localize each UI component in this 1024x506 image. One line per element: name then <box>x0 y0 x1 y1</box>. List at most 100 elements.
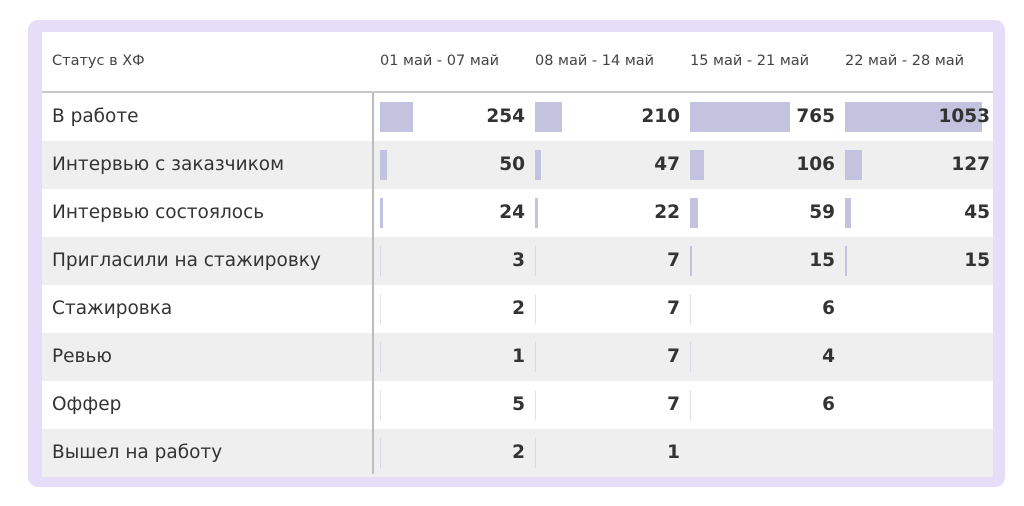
cell-value: 7 <box>667 250 680 271</box>
row-label: Стажировка <box>52 298 173 319</box>
table-row: Интервью с заказчиком 50 47 106 127 <box>42 141 993 189</box>
data-bar <box>535 342 536 372</box>
data-bar <box>380 198 384 228</box>
value-cell: 765 <box>690 93 835 141</box>
value-cell: 24 <box>380 189 525 237</box>
data-bar <box>845 102 982 132</box>
row-label: Оффер <box>52 394 122 415</box>
data-bar <box>535 294 536 324</box>
header-status-label: Статус в ХФ <box>52 53 145 69</box>
cell-value: 5 <box>512 394 525 415</box>
value-cell: 1 <box>535 429 680 477</box>
data-bar <box>535 198 538 228</box>
data-bar <box>690 342 691 372</box>
cell-value: 45 <box>964 202 990 223</box>
table-row: Вышел на работу 2 1 <box>42 429 993 477</box>
value-cell: 45 <box>845 189 990 237</box>
data-bar <box>845 198 851 228</box>
row-label: В работе <box>52 106 139 127</box>
value-cell: 7 <box>535 285 680 333</box>
row-label: Пригласили на стажировку <box>52 250 321 271</box>
data-bar <box>380 294 381 324</box>
data-bar <box>690 102 790 132</box>
value-cell: 59 <box>690 189 835 237</box>
data-bar <box>690 294 691 324</box>
cell-value: 24 <box>499 202 525 223</box>
value-cell: 15 <box>845 237 990 285</box>
cell-value: 1053 <box>938 106 991 127</box>
table-row: Интервью состоялось 24 22 59 45 <box>42 189 993 237</box>
cell-value: 254 <box>486 106 525 127</box>
data-bar <box>535 150 542 180</box>
column-header: 15 май - 21 май <box>690 53 810 69</box>
cell-value: 15 <box>809 250 835 271</box>
column-header: 08 май - 14 май <box>535 53 655 69</box>
data-bar <box>380 102 414 132</box>
table-row: Оффер 5 7 6 <box>42 381 993 429</box>
column-divider <box>372 93 374 474</box>
cell-value: 50 <box>499 154 525 175</box>
cell-value: 22 <box>654 202 680 223</box>
data-bar <box>380 342 381 372</box>
value-cell: 2 <box>380 429 525 477</box>
cell-value: 765 <box>796 106 835 127</box>
data-bar <box>690 390 691 420</box>
cell-value: 1 <box>667 442 680 463</box>
value-cell: 127 <box>845 141 990 189</box>
value-cell: 22 <box>535 189 680 237</box>
value-cell: 3 <box>380 237 525 285</box>
cell-value: 1 <box>512 346 525 367</box>
data-bar <box>380 390 381 420</box>
value-cell: 2 <box>380 285 525 333</box>
data-bar <box>535 390 536 420</box>
value-cell: 15 <box>690 237 835 285</box>
table-row: Стажировка 2 7 6 <box>42 285 993 333</box>
row-label: Интервью состоялось <box>52 202 265 223</box>
value-cell: 4 <box>690 333 835 381</box>
row-label: Вышел на работу <box>52 442 223 463</box>
table-row: Ревью 1 7 4 <box>42 333 993 381</box>
cell-value: 2 <box>512 442 525 463</box>
row-label: Ревью <box>52 346 112 367</box>
data-bar <box>535 246 536 276</box>
table-header: Статус в ХФ 01 май - 07 май 08 май - 14 м… <box>42 32 993 93</box>
cell-value: 7 <box>667 394 680 415</box>
value-cell: 254 <box>380 93 525 141</box>
value-cell: 1053 <box>845 93 990 141</box>
cell-value: 2 <box>512 298 525 319</box>
cell-value: 127 <box>951 154 990 175</box>
value-cell: 5 <box>380 381 525 429</box>
cell-value: 6 <box>822 298 835 319</box>
value-cell: 6 <box>690 285 835 333</box>
value-cell: 50 <box>380 141 525 189</box>
cell-value: 59 <box>809 202 835 223</box>
cell-value: 47 <box>654 154 680 175</box>
table-row: В работе 254 210 765 1053 <box>42 93 993 141</box>
status-table: Статус в ХФ 01 май - 07 май 08 май - 14 м… <box>42 32 993 477</box>
data-bar <box>690 198 698 228</box>
data-bar <box>845 150 862 180</box>
column-header: 01 май - 07 май <box>380 53 500 69</box>
value-cell: 6 <box>690 381 835 429</box>
data-bar <box>845 246 847 276</box>
data-bar <box>690 246 692 276</box>
value-cell: 7 <box>535 333 680 381</box>
table-row: Пригласили на стажировку 3 7 15 15 <box>42 237 993 285</box>
cell-value: 6 <box>822 394 835 415</box>
data-bar <box>535 102 563 132</box>
column-header: 22 май - 28 май <box>845 53 965 69</box>
value-cell: 7 <box>535 237 680 285</box>
cell-value: 210 <box>641 106 680 127</box>
data-bar <box>380 438 381 468</box>
data-bar <box>380 150 387 180</box>
cell-value: 7 <box>667 298 680 319</box>
value-cell: 1 <box>380 333 525 381</box>
row-label: Интервью с заказчиком <box>52 154 285 175</box>
value-cell: 210 <box>535 93 680 141</box>
cell-value: 106 <box>796 154 835 175</box>
value-cell: 106 <box>690 141 835 189</box>
cell-value: 7 <box>667 346 680 367</box>
cell-value: 3 <box>512 250 525 271</box>
data-bar <box>690 150 704 180</box>
data-bar <box>380 246 381 276</box>
